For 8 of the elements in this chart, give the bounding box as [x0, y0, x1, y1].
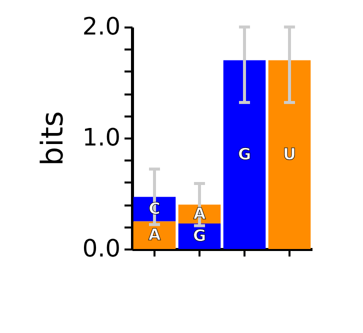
data-label: U — [283, 144, 296, 164]
data-label: A — [148, 225, 162, 244]
y-tick-label: 2.0 — [82, 12, 120, 40]
y-axis-title: bits — [35, 111, 70, 166]
data-label: G — [192, 226, 206, 246]
y-tick-label: 0.0 — [82, 234, 120, 262]
data-label: G — [238, 144, 252, 164]
y-tick-label: 1.0 — [82, 124, 120, 152]
